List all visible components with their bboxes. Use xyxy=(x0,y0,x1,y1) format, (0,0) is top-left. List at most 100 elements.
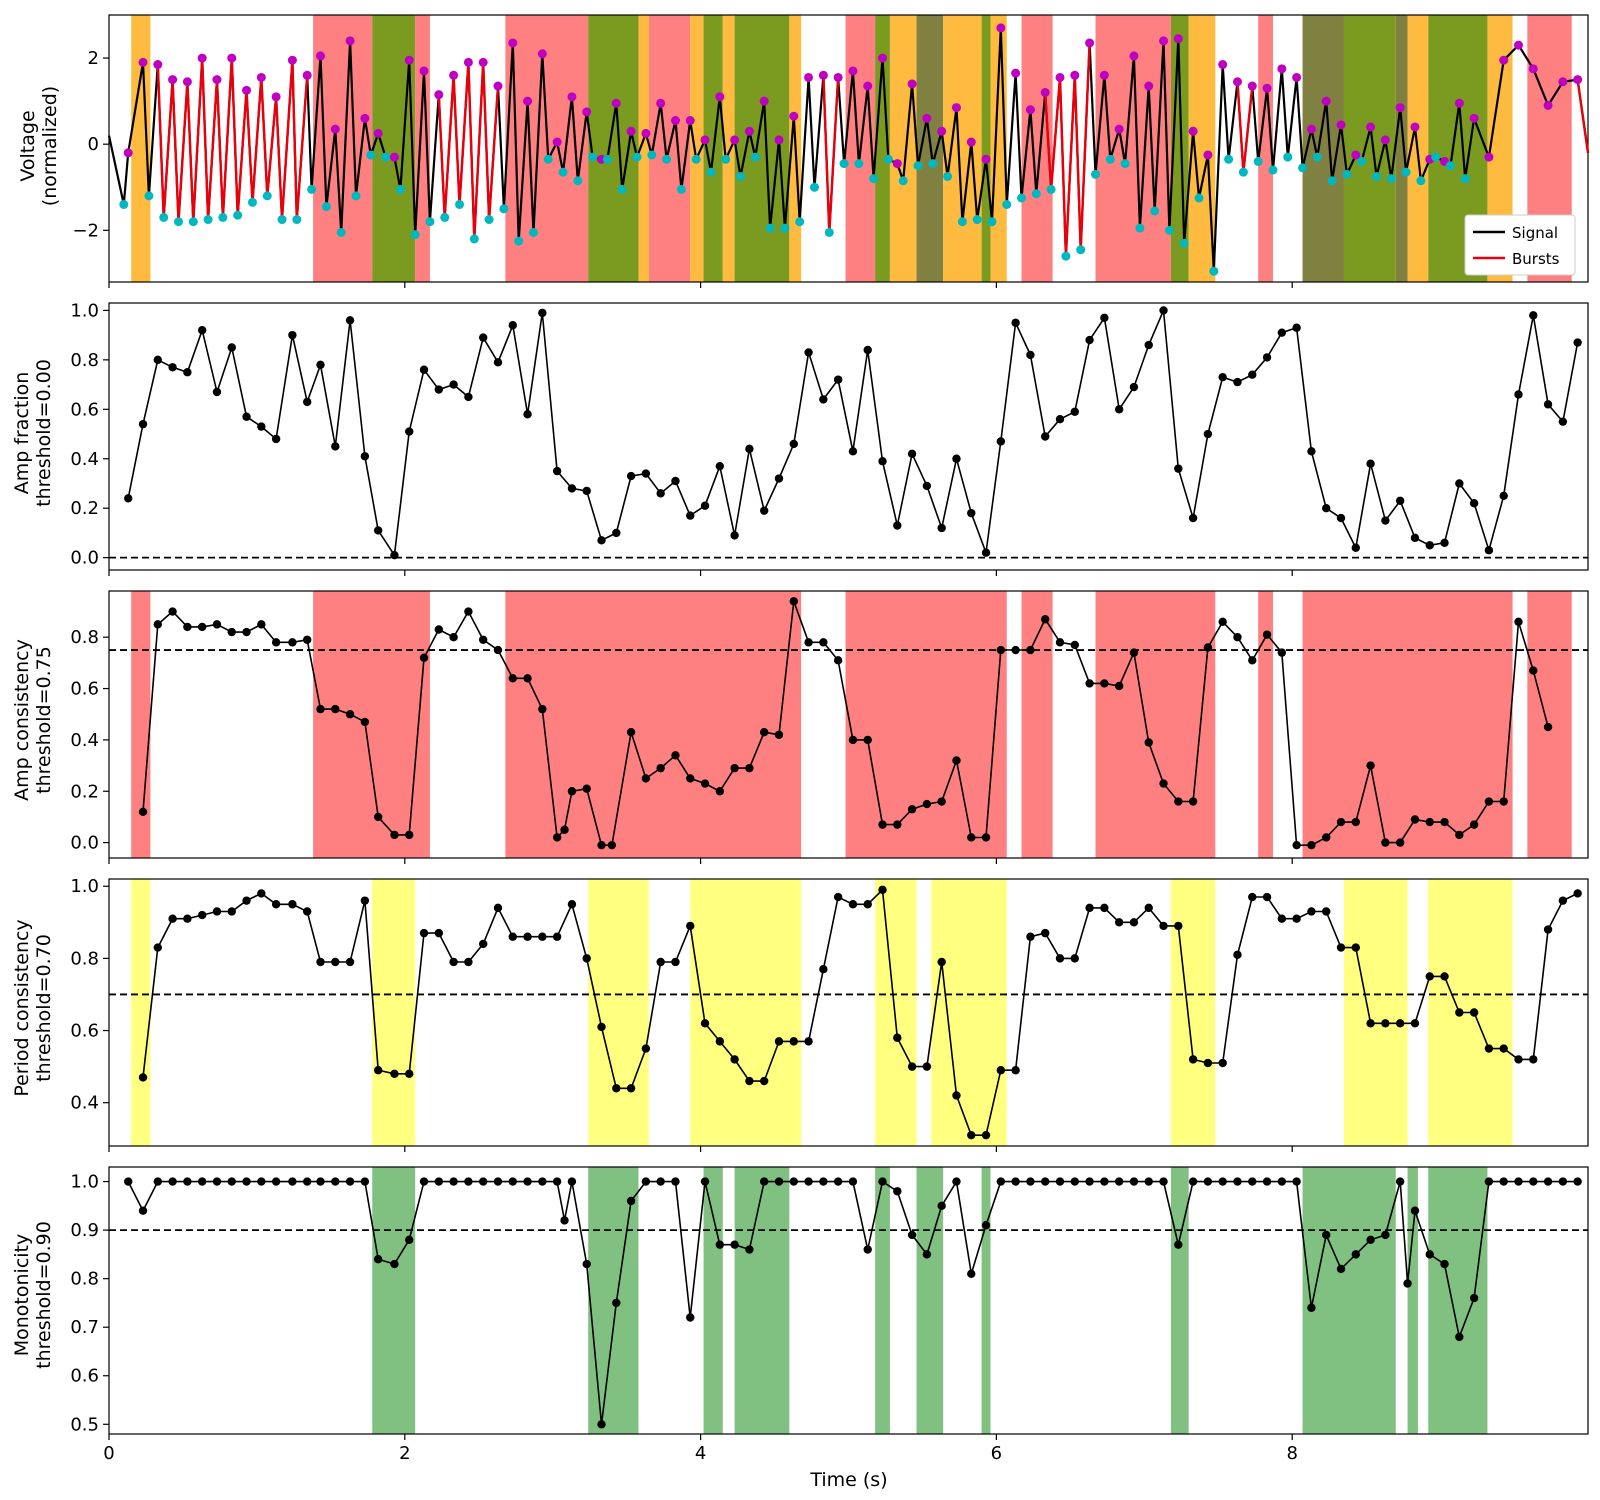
peak-point-71 xyxy=(1173,34,1183,44)
metric-point-40 xyxy=(700,1177,710,1186)
metric-point-36 xyxy=(656,489,665,498)
trough-point-64 xyxy=(1076,245,1086,255)
metric-point-48 xyxy=(833,375,843,384)
metric-point-75 xyxy=(1248,892,1257,902)
metric-point-34 xyxy=(641,1044,651,1053)
metric-point-81 xyxy=(1307,1303,1316,1312)
trough-point-19 xyxy=(410,230,420,240)
trough-point-1 xyxy=(144,191,154,201)
metric-point-19 xyxy=(419,653,429,662)
metric-point-26 xyxy=(523,674,532,683)
peak-point-69 xyxy=(1144,81,1154,91)
trough-point-42 xyxy=(750,152,760,162)
metric-point-31 xyxy=(597,1022,606,1032)
peak-point-39 xyxy=(700,135,710,145)
metric-point-47 xyxy=(819,395,828,404)
monotonicity-panel: 0 2 4 6 8 0.5 0.6 0.7 0.8 0.9 1.0 Monotonicity thr… xyxy=(11,1166,1589,1491)
metric-point-18 xyxy=(390,1259,399,1269)
peak-point-68 xyxy=(1129,51,1139,61)
metric-point-16 xyxy=(360,452,370,461)
metric-point-5 xyxy=(197,325,207,335)
burst-segment-2 xyxy=(822,75,840,234)
metric-point-26 xyxy=(508,321,517,330)
y-tick-label: 0.6 xyxy=(70,399,99,420)
metric-point-59 xyxy=(996,645,1006,655)
peak-point-27 xyxy=(523,96,533,106)
peak-point-7 xyxy=(227,53,237,63)
metric-point-77 xyxy=(1262,630,1272,639)
metric-point-23 xyxy=(478,939,488,949)
trough-point-14 xyxy=(336,227,346,237)
metric-point-72 xyxy=(1188,797,1198,806)
metric-point-24 xyxy=(493,645,503,655)
metric-point-27 xyxy=(538,932,547,941)
metric-point-68 xyxy=(1129,648,1139,657)
metric-point-82 xyxy=(1336,817,1346,827)
metric-point-21 xyxy=(449,633,458,642)
peak-point-41 xyxy=(730,135,740,145)
metric-point-100 xyxy=(1573,1177,1582,1186)
metric-point-69 xyxy=(1129,1177,1139,1186)
metric-point-20 xyxy=(434,928,444,938)
peak-point-18 xyxy=(389,152,399,162)
metric-point-86 xyxy=(1395,496,1405,505)
metric-point-65 xyxy=(1100,903,1109,913)
metric-point-7 xyxy=(242,627,251,637)
metric-point-95 xyxy=(1543,925,1553,934)
peak-point-17 xyxy=(373,128,383,138)
metric-point-44 xyxy=(774,730,784,739)
metric-point-88 xyxy=(1425,541,1434,550)
y-tick-label: 0.8 xyxy=(70,948,99,969)
trough-point-81 xyxy=(1327,176,1337,186)
trough-point-10 xyxy=(277,215,287,225)
metric-point-83 xyxy=(1366,1019,1375,1028)
metric-point-57 xyxy=(967,508,976,518)
metric-point-21 xyxy=(449,957,458,967)
metric-point-55 xyxy=(922,1250,932,1259)
peak-point-65 xyxy=(1085,38,1095,48)
metric-point-72 xyxy=(1203,1058,1213,1068)
metric-point-90 xyxy=(1469,1008,1479,1017)
metric-point-23 xyxy=(478,635,488,644)
metric-point-61 xyxy=(1041,928,1050,938)
peak-point-2 xyxy=(153,60,163,70)
metric-point-84 xyxy=(1381,1019,1390,1028)
metric-point-1 xyxy=(153,620,163,629)
trough-point-90 xyxy=(1460,174,1470,184)
metric-point-80 xyxy=(1292,1177,1301,1186)
metric-point-65 xyxy=(1085,335,1094,345)
metric-point-76 xyxy=(1248,370,1257,379)
trough-point-68 xyxy=(1135,223,1145,233)
metric-point-96 xyxy=(1558,896,1568,905)
shaded-band-2 xyxy=(372,15,416,282)
metric-point-68 xyxy=(1114,1177,1124,1186)
peak-point-33 xyxy=(611,98,621,108)
shaded-band-6 xyxy=(638,15,649,282)
shaded-band-5 xyxy=(916,1167,944,1434)
axes-frame-3 xyxy=(108,878,1589,1147)
metric-point-23 xyxy=(464,1177,473,1186)
metric-point-96 xyxy=(1543,722,1553,732)
metric-point-70 xyxy=(1174,921,1183,931)
metric-point-55 xyxy=(937,523,946,533)
peak-point-61 xyxy=(1025,105,1035,115)
peak-point-11 xyxy=(287,55,297,65)
metric-point-71 xyxy=(1159,1177,1168,1186)
peak-point-13 xyxy=(315,51,325,61)
metric-point-11 xyxy=(288,330,297,340)
metric-point-80 xyxy=(1307,447,1316,456)
y-tick-label: 0.2 xyxy=(70,781,99,802)
metric-point-8 xyxy=(257,620,266,629)
trough-point-16 xyxy=(366,150,376,160)
trough-point-2 xyxy=(159,212,169,222)
peak-point-0 xyxy=(123,148,133,158)
trough-point-9 xyxy=(262,191,272,201)
metric-line-1 xyxy=(127,310,1579,558)
metric-point-58 xyxy=(996,1066,1006,1075)
metric-point-94 xyxy=(1514,390,1523,399)
metric-point-59 xyxy=(996,437,1006,446)
metric-point-45 xyxy=(789,597,798,606)
metric-point-17 xyxy=(390,1069,399,1079)
peak-point-87 xyxy=(1410,122,1420,132)
peak-point-76 xyxy=(1247,81,1257,91)
